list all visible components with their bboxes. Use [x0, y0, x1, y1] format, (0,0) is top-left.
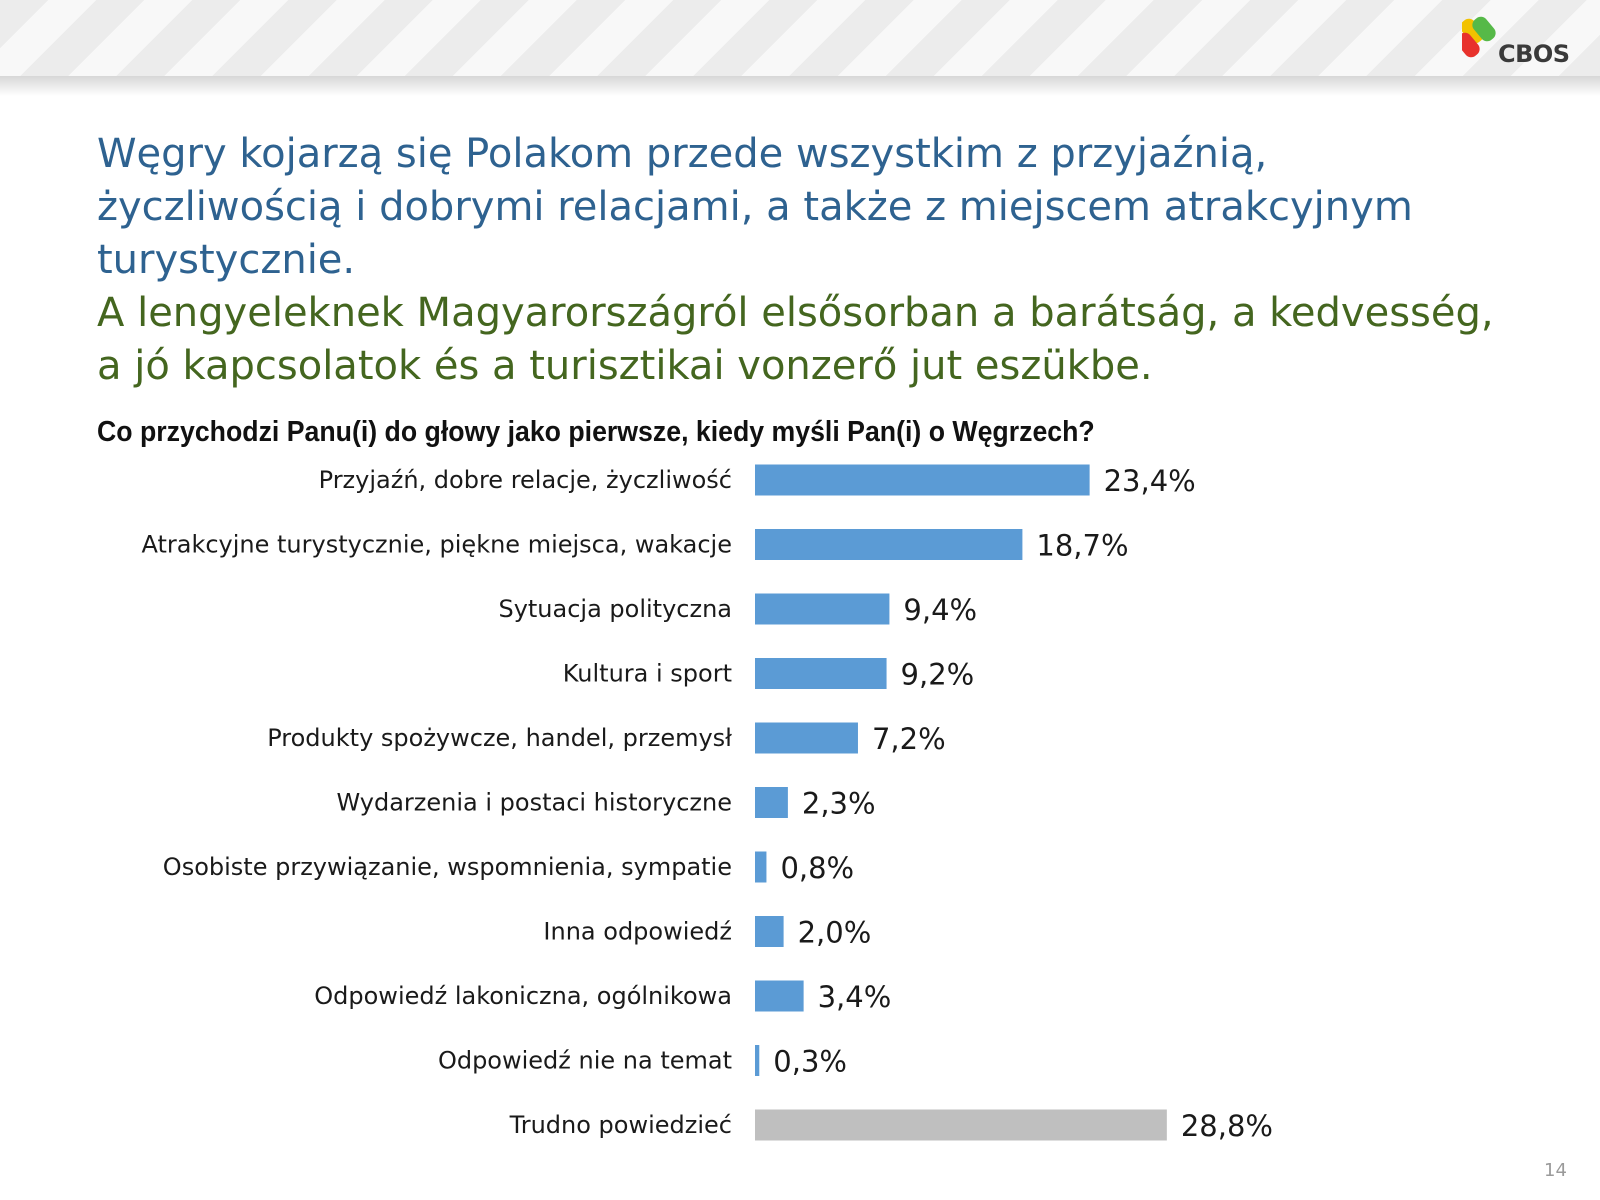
value-label: 2,0% [798, 916, 872, 950]
category-label: Przyjaźń, dobre relacje, życzliwość [319, 466, 732, 494]
bar [755, 464, 1090, 496]
bar [755, 851, 767, 883]
value-label: 2,3% [802, 787, 876, 821]
value-label: 0,8% [780, 851, 854, 885]
category-label: Kultura i sport [563, 660, 732, 688]
bar [755, 658, 887, 689]
cbos-logo-icon [1456, 16, 1496, 58]
page-number: 14 [1544, 1160, 1567, 1181]
header-shadow [0, 76, 1600, 96]
bar [755, 593, 890, 625]
headline-polish: Węgry kojarzą się Polakom przede wszystk… [97, 131, 1413, 283]
bar [755, 722, 858, 754]
bar [755, 787, 788, 818]
value-label: 23,4% [1104, 464, 1196, 498]
value-label: 28,8% [1181, 1109, 1273, 1143]
header-band [0, 0, 1600, 76]
value-label: 18,7% [1036, 529, 1128, 563]
value-label: 9,2% [901, 658, 975, 692]
category-label: Produkty spożywcze, handel, przemysł [267, 724, 732, 752]
chart-title: Co przychodzi Panu(i) do głowy jako pier… [97, 416, 1095, 448]
logo-text: CBOS [1498, 40, 1570, 68]
value-label: 7,2% [872, 722, 946, 756]
value-label: 9,4% [903, 593, 977, 627]
category-label: Wydarzenia i postaci historyczne [336, 789, 732, 817]
category-label: Odpowiedź lakoniczna, ogólnikowa [314, 982, 732, 1010]
value-label: 3,4% [818, 980, 892, 1014]
category-label: Inna odpowiedź [543, 918, 732, 946]
value-label: 0,3% [773, 1045, 847, 1079]
bar [755, 916, 784, 947]
category-label: Sytuacja polityczna [498, 595, 732, 623]
bar [755, 980, 804, 1012]
bar [755, 1109, 1167, 1141]
headline: Węgry kojarzą się Polakom przede wszystk… [97, 128, 1517, 393]
bar [755, 1045, 760, 1076]
category-label: Osobiste przywiązanie, wspomnienia, symp… [163, 853, 732, 881]
category-label: Atrakcyjne turystycznie, piękne miejsca,… [141, 531, 732, 559]
category-label: Trudno powiedzieć [509, 1111, 732, 1139]
headline-hungarian: A lengyeleknek Magyarországról elsősorba… [97, 290, 1494, 389]
bar-chart: Przyjaźń, dobre relacje, życzliwość 23,4%… [141, 464, 1273, 1143]
bar [755, 529, 1023, 560]
cbos-logo: CBOS [1456, 14, 1592, 70]
category-label: Odpowiedź nie na temat [438, 1047, 732, 1075]
